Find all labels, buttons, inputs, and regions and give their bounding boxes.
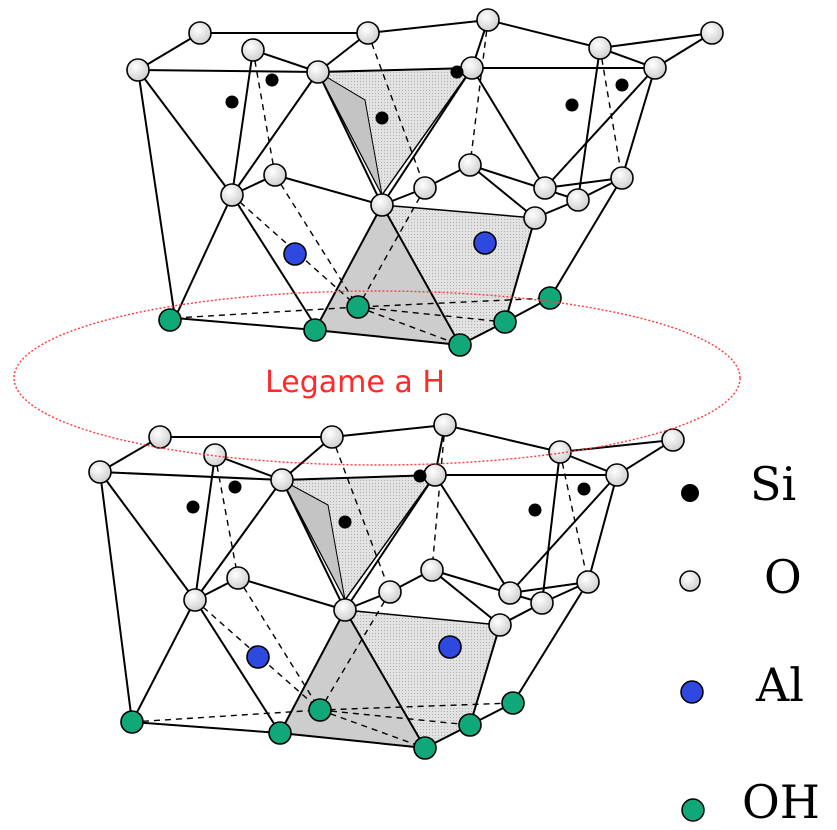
lower-silicon-atom	[528, 503, 542, 517]
upper-hydroxyl-group	[303, 318, 327, 342]
legend-label-o: O	[764, 550, 802, 604]
lower-oxygen-atom	[433, 413, 457, 437]
legend: Si O Al OH	[679, 457, 820, 829]
lower-hydroxyl-group	[458, 713, 482, 737]
lower-silicon-atom	[186, 500, 200, 514]
upper-oxygen-atom	[126, 58, 150, 82]
lower-hydroxyl-group	[413, 736, 437, 760]
al-atom-icon	[680, 680, 704, 704]
upper-oxygen-atom	[700, 21, 724, 45]
upper-oxygen-atom	[306, 60, 330, 84]
upper-silicon-atom	[375, 111, 389, 125]
upper-silicon-atom	[450, 65, 464, 79]
lower-oxygen-atom	[333, 598, 357, 622]
upper-aluminium-atom	[283, 242, 307, 266]
upper-oxygen-atom	[413, 176, 437, 200]
lower-silicon-atom	[413, 469, 427, 483]
lower-oxygen-atom	[576, 570, 600, 594]
upper-oxygen-atom	[533, 176, 557, 200]
legend-label-al: Al	[755, 658, 804, 712]
upper-hydroxyl-group	[346, 295, 370, 319]
upper-oxygen-atom	[220, 183, 244, 207]
upper-oxygen-atom	[370, 193, 394, 217]
lower-oxygen-atom	[183, 588, 207, 612]
legend-label-si: Si	[750, 457, 796, 511]
upper-hydroxyl-group	[448, 333, 472, 357]
lower-silicon-atom	[228, 480, 242, 494]
hydrogen-bond-label: Legame a H	[265, 365, 445, 400]
upper-silicon-atom	[225, 95, 239, 109]
upper-oxygen-atom	[523, 206, 547, 230]
upper-silicon-atom	[615, 78, 629, 92]
legend-label-oh: OH	[742, 775, 820, 829]
hydrogen-bond-annotation: Legame a H	[13, 290, 741, 466]
upper-hydroxyl-group	[538, 286, 562, 310]
lower-oxygen-atom	[320, 425, 344, 449]
lower-hydroxyl-group	[268, 721, 292, 745]
lower-oxygen-atom	[420, 558, 444, 582]
upper-oxygen-atom	[643, 56, 667, 80]
upper-oxygen-atom	[356, 21, 380, 45]
lower-oxygen-atom	[270, 468, 294, 492]
atoms	[88, 8, 724, 760]
upper-oxygen-atom	[476, 8, 500, 32]
oh-group-icon	[681, 798, 705, 822]
upper-oxygen-atom	[588, 36, 612, 60]
upper-silicon-atom	[565, 98, 579, 112]
lower-oxygen-atom	[148, 425, 172, 449]
lower-silicon-atom	[338, 515, 352, 529]
lower-aluminium-atom	[438, 635, 462, 659]
upper-oxygen-atom	[458, 153, 482, 177]
lower-oxygen-atom	[226, 566, 250, 590]
lower-oxygen-atom	[88, 460, 112, 484]
upper-oxygen-atom	[188, 21, 212, 45]
lower-hydroxyl-group	[308, 698, 332, 722]
lower-oxygen-atom	[488, 613, 512, 637]
upper-hydroxyl-group	[158, 308, 182, 332]
lower-oxygen-atom	[423, 463, 447, 487]
si-atom-icon	[681, 484, 699, 502]
upper-aluminium-atom	[473, 231, 497, 255]
lower-aluminium-atom	[246, 645, 270, 669]
lower-hydroxyl-group	[120, 710, 144, 734]
upper-hydroxyl-group	[493, 310, 517, 334]
lower-oxygen-atom	[530, 591, 554, 615]
upper-oxygen-atom	[241, 38, 265, 62]
lower-oxygen-atom	[661, 428, 685, 452]
o-atom-icon	[679, 570, 701, 592]
lower-oxygen-atom	[605, 463, 629, 487]
lower-hydroxyl-group	[501, 691, 525, 715]
upper-oxygen-atom	[460, 56, 484, 80]
lower-oxygen-atom	[498, 581, 522, 605]
upper-silicon-atom	[265, 73, 279, 87]
hydrogen-bond-ellipse	[13, 290, 741, 466]
lower-oxygen-atom	[378, 580, 402, 604]
upper-oxygen-atom	[566, 188, 590, 212]
lower-silicon-atom	[577, 482, 591, 496]
upper-oxygen-atom	[263, 163, 287, 187]
upper-oxygen-atom	[610, 166, 634, 190]
